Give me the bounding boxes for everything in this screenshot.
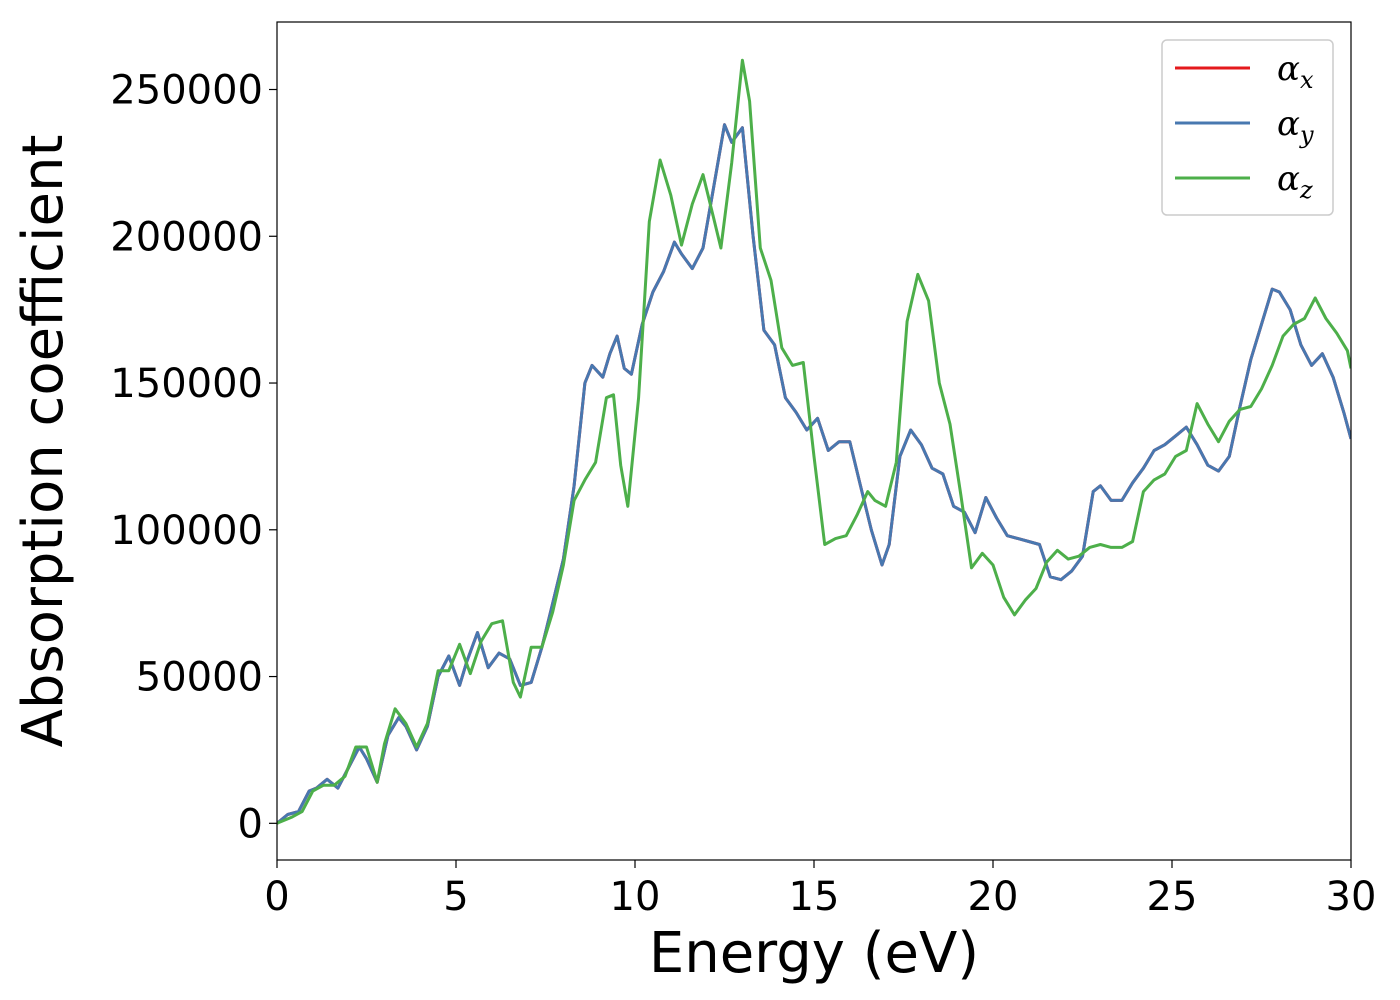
x-tick-label: 15	[789, 874, 840, 920]
y-tick-label: 50000	[136, 655, 263, 701]
x-axis-label: Energy (eV)	[649, 921, 979, 986]
y-axis-label: Absorption coefficient	[11, 135, 76, 748]
x-tick-label: 25	[1147, 874, 1198, 920]
legend-box	[1161, 39, 1334, 216]
plot-lines	[277, 58, 1351, 825]
x-tick-label: 20	[968, 874, 1019, 920]
y-tick-label: 0	[238, 801, 263, 847]
y-tick-label: 100000	[110, 508, 263, 554]
series-line-alpha-y	[277, 123, 1351, 825]
series-line-alpha-x	[277, 123, 1351, 825]
x-tick-label: 10	[610, 874, 661, 920]
y-axis: 0 50000 100000 150000 200000 250000	[110, 68, 277, 847]
x-tick-label: 0	[264, 874, 289, 920]
y-tick-label: 150000	[110, 361, 263, 407]
x-tick-label: 30	[1326, 874, 1377, 920]
series-line-alpha-z	[277, 58, 1351, 825]
y-tick-label: 200000	[110, 214, 263, 260]
x-tick-label: 5	[443, 874, 468, 920]
x-axis: 0 5 10 15 20 25 30	[264, 860, 1376, 920]
y-tick-label: 250000	[110, 68, 263, 114]
